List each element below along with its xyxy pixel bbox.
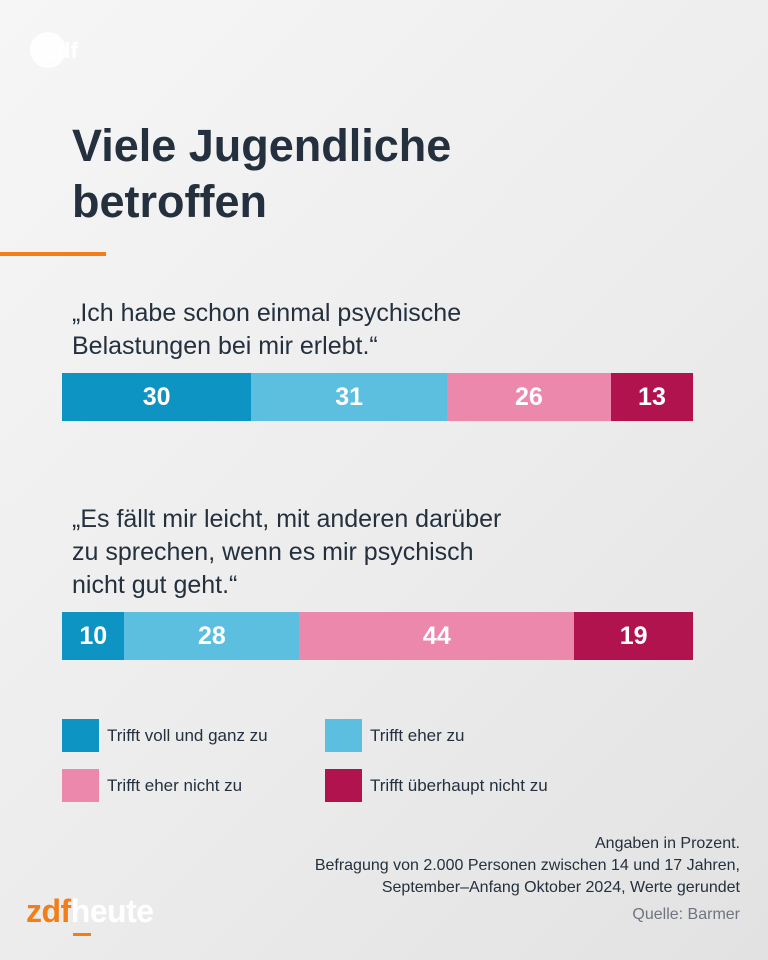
- question-2: „Es fällt mir leicht, mit anderen darübe…: [72, 505, 502, 599]
- zdfheute-logo: zdfheute: [26, 893, 154, 936]
- bar-value-label: 30: [142, 382, 171, 411]
- footnote-line: Angaben in Prozent.: [595, 835, 740, 852]
- legend-item-ueberhaupt-nicht: Trifft überhaupt nicht zu: [325, 769, 548, 802]
- footnote: Angaben in Prozent. Befragung von 2.000 …: [315, 833, 740, 899]
- legend-swatch: [62, 769, 99, 802]
- bar-segment: 31: [251, 373, 447, 421]
- bar-segment: 30: [62, 373, 252, 421]
- bar-segment: 13: [610, 373, 693, 421]
- legend-item-voll: Trifft voll und ganz zu: [62, 719, 268, 752]
- bar-value-label: 10: [79, 621, 108, 650]
- footnote-line: September–Anfang Oktober 2024, Werte ger…: [381, 879, 740, 896]
- bar-value-label: 44: [422, 621, 451, 650]
- legend-item-eher: Trifft eher zu: [325, 719, 464, 752]
- stacked-bar-2: 10 28 44 19: [62, 612, 693, 660]
- zdf-logo: zdf: [30, 32, 78, 68]
- bar-segment: 19: [574, 612, 693, 660]
- bar-segment: 10: [62, 612, 125, 660]
- bar-value-label: 28: [198, 621, 226, 650]
- legend-label: Trifft eher zu: [370, 725, 465, 745]
- legend-label: Trifft überhaupt nicht zu: [370, 775, 548, 795]
- source-note: Quelle: Barmer: [632, 906, 740, 923]
- bar-value-label: 13: [638, 382, 666, 411]
- legend-label: Trifft eher nicht zu: [107, 775, 243, 795]
- zdf-logo-text: zdf: [46, 38, 78, 63]
- bar-value-label: 31: [335, 382, 363, 411]
- legend-swatch: [325, 769, 362, 802]
- bar-value-label: 26: [515, 382, 543, 411]
- legend-swatch: [62, 719, 99, 752]
- footnote-line: Befragung von 2.000 Personen zwischen 14…: [314, 857, 740, 874]
- brand-heute-text: heute: [70, 893, 154, 929]
- legend-swatch: [325, 719, 362, 752]
- legend-label: Trifft voll und ganz zu: [107, 725, 268, 745]
- bar-segment: 26: [446, 373, 611, 421]
- brand-zdf: zdf: [26, 893, 71, 929]
- accent-line: [0, 252, 106, 256]
- brand-heute: heute: [70, 893, 154, 936]
- bar-value-label: 19: [619, 621, 648, 650]
- question-1: „Ich habe schon einmal psychische Belast…: [72, 299, 462, 360]
- bar-segment: 44: [299, 612, 575, 660]
- page-title: Viele Jugendliche betroffen: [72, 120, 452, 227]
- legend-item-eher-nicht: Trifft eher nicht zu: [62, 769, 242, 802]
- brand-underscore: [72, 933, 91, 936]
- bar-segment: 28: [124, 612, 300, 660]
- stacked-bar-1: 30 31 26 13: [62, 373, 693, 421]
